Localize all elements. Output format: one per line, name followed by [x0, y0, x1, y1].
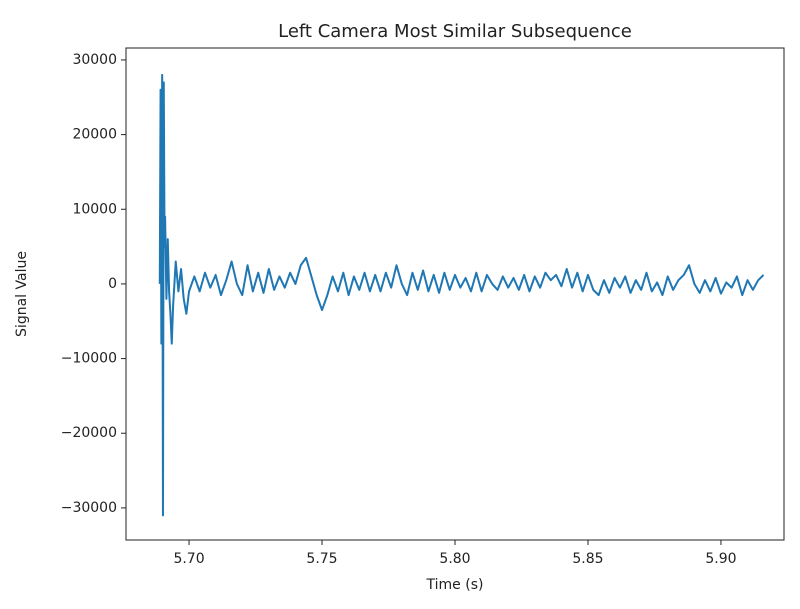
y-tick-label: 20000 — [72, 127, 117, 143]
x-tick-label: 5.90 — [705, 551, 736, 567]
y-tick-label: 10000 — [72, 201, 117, 217]
chart-title: Left Camera Most Similar Subsequence — [278, 21, 632, 42]
data-line — [158, 73, 765, 517]
x-tick-label: 5.85 — [572, 551, 603, 567]
x-axis-label: Time (s) — [426, 577, 484, 593]
x-tick-label: 5.80 — [439, 551, 470, 567]
x-tick-label: 5.75 — [306, 551, 337, 567]
y-tick-label: 0 — [108, 276, 117, 292]
x-tick-label: 5.70 — [173, 551, 204, 567]
y-axis-label: Signal Value — [14, 251, 30, 337]
y-tick-label: −10000 — [61, 351, 117, 367]
y-tick-label: −30000 — [61, 500, 117, 516]
plot-frame — [125, 47, 785, 541]
y-tick-label: −20000 — [61, 425, 117, 441]
y-tick-label: 30000 — [72, 52, 117, 68]
